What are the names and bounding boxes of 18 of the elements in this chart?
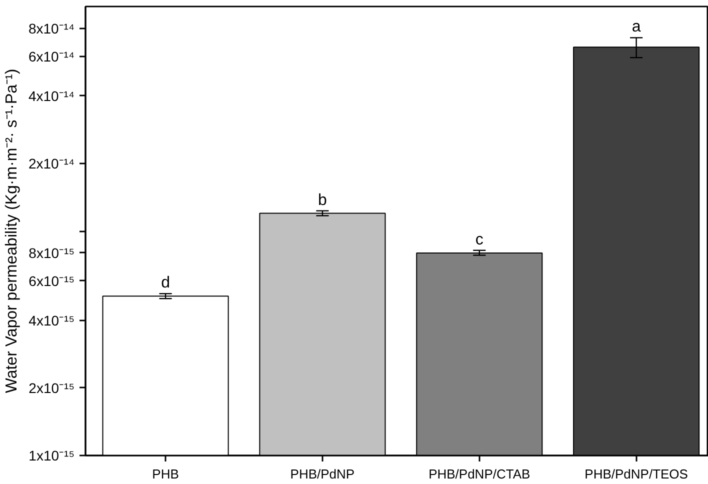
y-tick-label: 6x10⁻¹⁴ bbox=[28, 48, 75, 64]
x-tick-label: PHB bbox=[152, 466, 179, 482]
x-tick-label: PHB/PdNP/CTAB bbox=[428, 466, 530, 482]
y-tick-label: 4x10⁻¹⁴ bbox=[28, 88, 75, 104]
y-tick-label: 8x10⁻¹⁴ bbox=[28, 20, 75, 36]
y-tick-label: 2x10⁻¹⁴ bbox=[28, 155, 75, 172]
y-tick-label: 8x10⁻¹⁵ bbox=[28, 244, 75, 261]
annotation: d bbox=[161, 274, 170, 292]
annotation: a bbox=[632, 18, 641, 36]
x-tick-label: PHB/PdNP/TEOS bbox=[584, 466, 688, 482]
y-axis-title: Water Vapor permeability (Kg·m·m⁻²· s⁻¹·Pa⁻¹) bbox=[3, 68, 20, 394]
y-tick-label: 1x10⁻¹⁵ bbox=[28, 448, 75, 464]
y-tick-label: 6x10⁻¹⁵ bbox=[28, 272, 75, 289]
annotation: c bbox=[475, 231, 484, 248]
x-tick-label: PHB/PdNP bbox=[290, 466, 355, 482]
annotation: b bbox=[318, 192, 328, 209]
y-tick-label: 4x10⁻¹⁵ bbox=[28, 312, 75, 328]
y-tick-label: 2x10⁻¹⁵ bbox=[28, 380, 75, 396]
